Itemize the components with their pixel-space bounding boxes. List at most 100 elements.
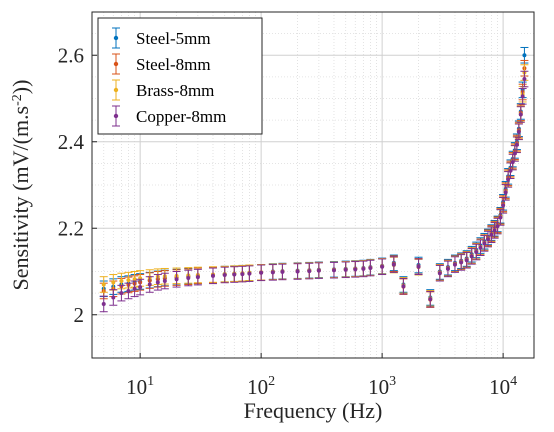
x-tick-label: 101 <box>126 374 154 399</box>
marker <box>138 285 143 290</box>
marker <box>445 266 450 271</box>
marker <box>452 262 457 267</box>
marker <box>195 275 200 280</box>
x-tick-label: 104 <box>489 374 517 399</box>
x-tick-label-exponent: 1 <box>147 374 154 389</box>
marker <box>514 142 519 147</box>
data-point <box>378 258 387 276</box>
marker <box>331 268 336 273</box>
marker <box>489 232 494 237</box>
marker <box>210 273 215 278</box>
marker <box>492 228 497 233</box>
data-point <box>462 251 471 269</box>
x-tick-label: 102 <box>247 374 275 399</box>
legend-marker <box>113 113 119 119</box>
marker <box>132 277 137 282</box>
marker <box>512 151 517 156</box>
y-tick-label: 2 <box>74 303 85 327</box>
marker <box>240 272 245 277</box>
data-point <box>268 264 277 281</box>
x-tick-label-exponent: 3 <box>389 374 396 389</box>
data-point <box>487 226 496 244</box>
marker <box>503 190 508 195</box>
data-point <box>476 239 485 256</box>
marker <box>482 241 487 246</box>
marker <box>155 280 160 285</box>
data-point <box>257 264 266 282</box>
data-point <box>305 262 314 280</box>
marker <box>416 264 421 269</box>
legend-marker <box>113 87 119 93</box>
data-point <box>399 277 408 295</box>
data-point <box>109 289 118 306</box>
marker <box>368 266 373 271</box>
marker <box>464 258 469 263</box>
data-point <box>512 136 521 154</box>
data-points <box>99 46 529 313</box>
marker <box>295 269 300 274</box>
data-point <box>172 271 181 288</box>
x-tick-label-exponent: 4 <box>510 374 517 389</box>
marker <box>520 94 525 99</box>
data-point <box>483 230 492 248</box>
data-point <box>136 278 145 296</box>
data-point <box>184 269 193 287</box>
marker <box>495 224 500 229</box>
data-point <box>341 261 350 279</box>
data-point <box>293 263 302 280</box>
marker <box>101 282 106 287</box>
marker <box>459 260 464 265</box>
x-tick-label-base: 10 <box>126 375 147 399</box>
marker <box>353 267 358 272</box>
data-point <box>435 264 444 282</box>
marker <box>259 270 264 275</box>
data-point <box>467 248 476 265</box>
marker <box>270 270 275 275</box>
marker <box>186 275 191 280</box>
data-point <box>496 209 505 226</box>
marker <box>428 297 433 302</box>
legend-label: Copper-8mm <box>136 107 226 126</box>
data-point <box>426 290 435 308</box>
data-point <box>220 266 229 284</box>
data-point <box>245 265 254 282</box>
data-point <box>329 261 338 279</box>
legend-marker <box>113 35 119 41</box>
marker <box>380 264 385 269</box>
marker <box>147 282 152 287</box>
data-point <box>278 263 287 281</box>
x-tick-label-base: 10 <box>368 375 389 399</box>
legend-label: Brass-8mm <box>136 81 214 100</box>
data-point <box>450 256 459 273</box>
legend: Steel-5mm Steel-8mm Brass-8mm Copper-8mm <box>97 17 263 135</box>
marker <box>126 288 131 293</box>
marker <box>522 77 527 82</box>
data-point <box>359 260 368 278</box>
axes-box <box>91 11 535 359</box>
marker <box>101 301 106 306</box>
data-point <box>514 123 523 141</box>
marker <box>119 291 124 296</box>
marker <box>508 168 513 173</box>
marker <box>478 245 483 250</box>
marker <box>361 266 366 271</box>
data-point <box>99 276 108 293</box>
data-point <box>145 276 154 293</box>
legend-item: Steel-8mm <box>112 53 211 75</box>
marker <box>126 278 131 283</box>
data-point <box>351 261 360 278</box>
marker <box>437 271 442 276</box>
data-point <box>153 274 162 291</box>
x-axis-label: Frequency (Hz) <box>244 398 383 423</box>
y-axis-label-main: Sensitivity (mV/(m.s <box>8 106 33 291</box>
data-point <box>314 262 323 279</box>
data-point <box>457 254 466 271</box>
marker <box>111 280 116 285</box>
data-point <box>414 258 423 276</box>
legend-item: Brass-8mm <box>112 79 214 101</box>
legend-box <box>97 17 263 135</box>
marker <box>222 272 227 277</box>
data-point <box>160 272 169 290</box>
